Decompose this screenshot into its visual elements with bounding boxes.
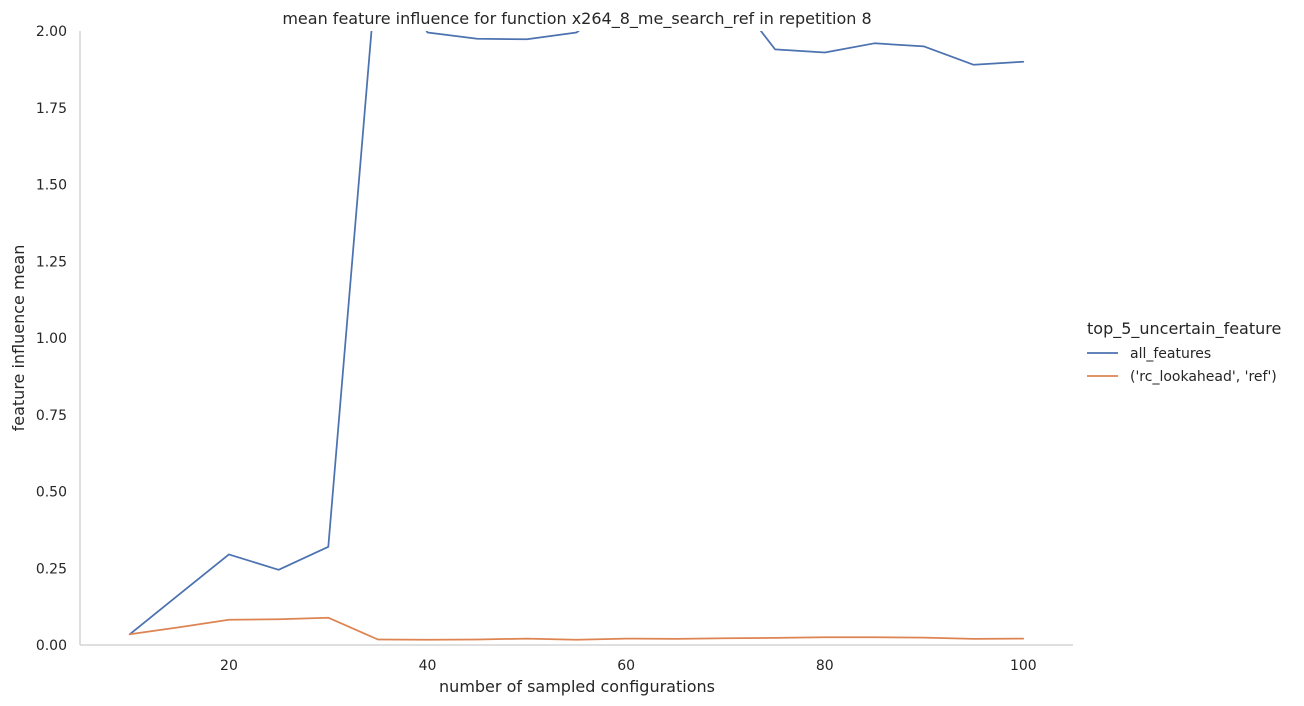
y-tick-label: 0.50 [36, 485, 67, 501]
chart-title: mean feature influence for function x264… [282, 9, 871, 29]
axes [79, 31, 1073, 646]
x-axis-label: number of sampled configurations [439, 677, 715, 696]
series-line-1 [128, 31, 1025, 636]
x-tick-label: 20 [220, 658, 238, 674]
series-line-2 [128, 616, 1025, 641]
y-tick-label: 1.00 [36, 331, 67, 347]
series-group [128, 31, 1025, 641]
x-tick-label: 100 [1010, 658, 1037, 674]
y-ticks: 0.00 0.25 0.50 0.75 1.00 1.25 1.50 1.75 2.00 [36, 24, 67, 654]
x-tick-label: 80 [816, 658, 834, 674]
x-tick-label: 60 [617, 658, 635, 674]
y-axis-label: feature influence mean [9, 245, 28, 432]
y-tick-label: 0.25 [36, 561, 67, 577]
legend-item: ('rc_lookahead', 'ref') [1087, 369, 1277, 385]
x-tick-label: 40 [419, 658, 437, 674]
legend-title: top_5_uncertain_feature [1087, 319, 1281, 339]
legend-label: ('rc_lookahead', 'ref') [1130, 369, 1277, 385]
y-tick-label: 1.25 [36, 254, 67, 270]
y-tick-label: 1.50 [36, 178, 67, 194]
legend: top_5_uncertain_feature all_features ('rc… [1087, 319, 1281, 385]
legend-item: all_features [1087, 346, 1211, 362]
legend-items: all_features ('rc_lookahead', 'ref') [1087, 346, 1277, 385]
y-tick-label: 0.00 [36, 638, 67, 654]
y-tick-label: 1.75 [36, 101, 67, 117]
y-tick-label: 0.75 [36, 408, 67, 424]
y-tick-label: 2.00 [36, 24, 67, 40]
legend-label: all_features [1130, 346, 1211, 362]
x-ticks: 20 40 60 80 100 [220, 658, 1037, 674]
